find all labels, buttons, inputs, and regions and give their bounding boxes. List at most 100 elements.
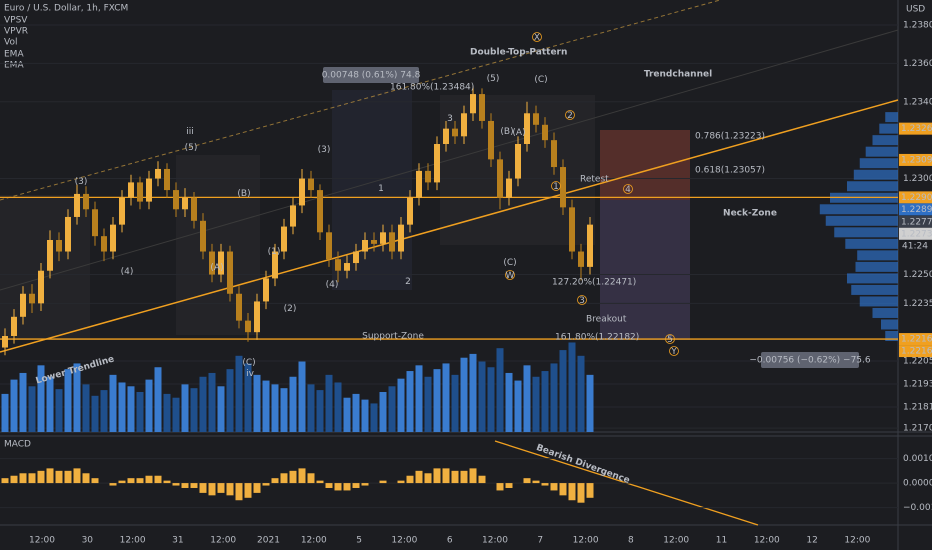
price-marker	[899, 122, 932, 135]
volume-bar	[127, 386, 135, 432]
macd-bar	[37, 470, 45, 484]
volume-bar	[226, 369, 234, 432]
wave-label: (2)	[284, 304, 297, 314]
y-tick-label: 1.22500	[903, 270, 932, 280]
candle-body	[155, 168, 161, 179]
macd-bar	[451, 470, 459, 484]
price-marker	[899, 345, 932, 358]
price-marker	[899, 153, 932, 166]
macd-bar	[532, 480, 540, 484]
macd-bar	[406, 475, 414, 484]
volume-bar	[460, 357, 468, 432]
candle-body	[443, 128, 449, 144]
volume-bar	[46, 376, 54, 432]
volume-bar	[172, 397, 180, 432]
macd-bar	[208, 483, 216, 496]
volume-bar	[271, 384, 279, 432]
candle-body	[533, 113, 539, 125]
candle-body	[101, 236, 107, 252]
candle-body	[146, 178, 152, 202]
macd-bar	[163, 480, 171, 484]
candle-body	[308, 178, 314, 191]
price-marker	[899, 227, 932, 240]
candle-body	[452, 128, 458, 137]
wave-circle	[565, 110, 575, 120]
candle-body	[110, 224, 116, 252]
candle-body	[38, 270, 44, 304]
price-marker-label: 1.23260	[901, 124, 932, 134]
wave-label: (C)	[242, 358, 255, 368]
wave-circle	[669, 346, 679, 356]
volume-bar	[307, 384, 315, 432]
wave-label: 5	[667, 335, 673, 345]
candle-body	[299, 178, 305, 206]
session-box	[176, 155, 260, 335]
macd-bar	[82, 473, 90, 484]
price-marker-label: 1.23097	[901, 155, 932, 165]
macd-bar	[217, 483, 225, 493]
macd-bar	[442, 468, 450, 484]
wave-label: (B)	[237, 189, 250, 199]
x-tick-label: 31	[172, 536, 183, 546]
wave-label: X	[534, 33, 540, 43]
macd-bar	[334, 483, 342, 491]
volume-bar	[28, 386, 36, 432]
volume-bar	[1, 393, 9, 432]
x-tick-label: 6	[447, 536, 453, 546]
volume-bar	[109, 374, 117, 432]
indicator: EMA	[4, 50, 24, 60]
y-tick-label: 1.23000	[903, 174, 932, 184]
macd-title: MACD	[4, 440, 31, 450]
volume-bar	[244, 363, 252, 432]
macd-bar	[172, 483, 180, 486]
x-tick-label: 11	[716, 536, 727, 546]
volume-bar	[442, 363, 450, 432]
annotation: 41:24	[902, 242, 928, 252]
macd-bar	[199, 483, 207, 493]
chart-title: Euro / U.S. Dollar, 1h, FXCM	[4, 4, 128, 14]
macd-bar	[55, 470, 63, 484]
wave-label: (A)	[210, 263, 223, 273]
volume-bar	[118, 382, 126, 432]
candle-body	[92, 209, 98, 237]
indicator: VPSV	[4, 16, 28, 26]
annotation: Neck-Zone	[723, 209, 777, 219]
indicator: Vol	[4, 38, 17, 48]
candle-body	[326, 232, 332, 260]
volume-bar	[496, 348, 504, 432]
wave-label: (4)	[326, 280, 339, 290]
currency: USD	[906, 5, 925, 15]
macd-bar	[289, 470, 297, 484]
volume-bar	[55, 389, 63, 432]
volume-profile-bar	[851, 284, 898, 295]
macd-bar	[478, 475, 486, 484]
volume-bar	[334, 382, 342, 432]
macd-bar	[10, 475, 18, 484]
volume-profile-bar	[834, 227, 898, 238]
volume-bar	[154, 367, 162, 432]
wave-label: Y	[670, 347, 677, 357]
candle-body	[515, 144, 521, 179]
y-tick-label: 1.23800	[903, 20, 932, 30]
volume-bar	[100, 390, 108, 432]
volume-bar	[262, 380, 270, 432]
candle-body	[128, 182, 134, 198]
volume-bar	[424, 376, 432, 432]
x-tick-label: 8	[628, 536, 634, 546]
volume-profile-bar	[845, 238, 898, 249]
volume-bar	[19, 372, 27, 432]
y-tick-label: 1.23400	[903, 97, 932, 107]
annotation: −0.00756 (−0.62%) −75.6	[749, 356, 870, 366]
x-tick-label: 12:00	[663, 536, 689, 546]
stop-zone	[600, 200, 690, 340]
macd-bar	[343, 483, 351, 491]
volume-bar	[235, 355, 243, 432]
candle-body	[335, 259, 341, 271]
price-marker	[899, 203, 932, 216]
macd-bar	[64, 470, 72, 484]
y-tick-label: 1.23600	[903, 59, 932, 69]
price-marker-label: 1.22895	[901, 205, 932, 215]
candle-body	[344, 263, 350, 271]
volume-bar	[559, 350, 567, 432]
